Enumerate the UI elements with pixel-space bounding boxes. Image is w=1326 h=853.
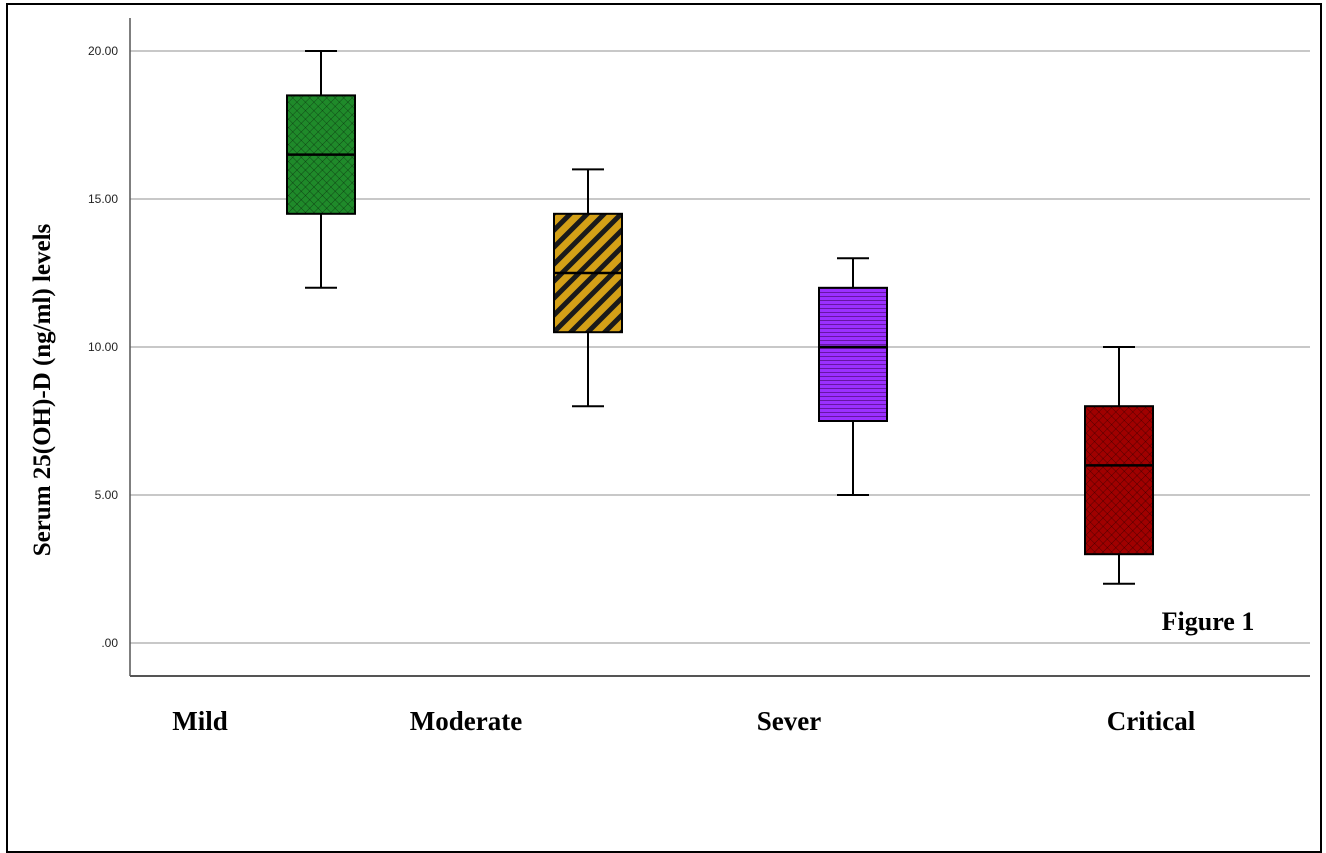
axes	[129, 18, 1310, 677]
iqr-box	[818, 286, 888, 422]
y-tick-label: 20.00	[88, 44, 118, 58]
box-sever	[818, 257, 888, 496]
box-moderate	[553, 168, 623, 408]
category-labels: Mild Moderate Sever Critical	[172, 706, 1195, 736]
category-label-sever: Sever	[757, 706, 821, 736]
y-tick-label: .00	[101, 636, 118, 650]
category-label-critical: Critical	[1107, 706, 1196, 736]
y-tick-label: 10.00	[88, 340, 118, 354]
y-tick-label: 15.00	[88, 192, 118, 206]
figure-annotation: Figure 1	[1162, 607, 1255, 636]
y-axis-label: Serum 25(OH)-D (ng/ml) levels	[29, 223, 56, 556]
iqr-box	[1084, 405, 1154, 556]
box-plot-chart: .00 5.00 10.00 15.00 20.00 Mild Moderate Sever…	[29, 18, 1310, 736]
category-label-moderate: Moderate	[410, 706, 522, 736]
y-tick-label: 5.00	[95, 488, 119, 502]
category-label-mild: Mild	[172, 706, 228, 736]
boxes	[286, 50, 1154, 585]
y-tick-labels: .00 5.00 10.00 15.00 20.00	[88, 44, 118, 650]
box-mild	[286, 50, 356, 289]
box-critical	[1084, 346, 1154, 585]
